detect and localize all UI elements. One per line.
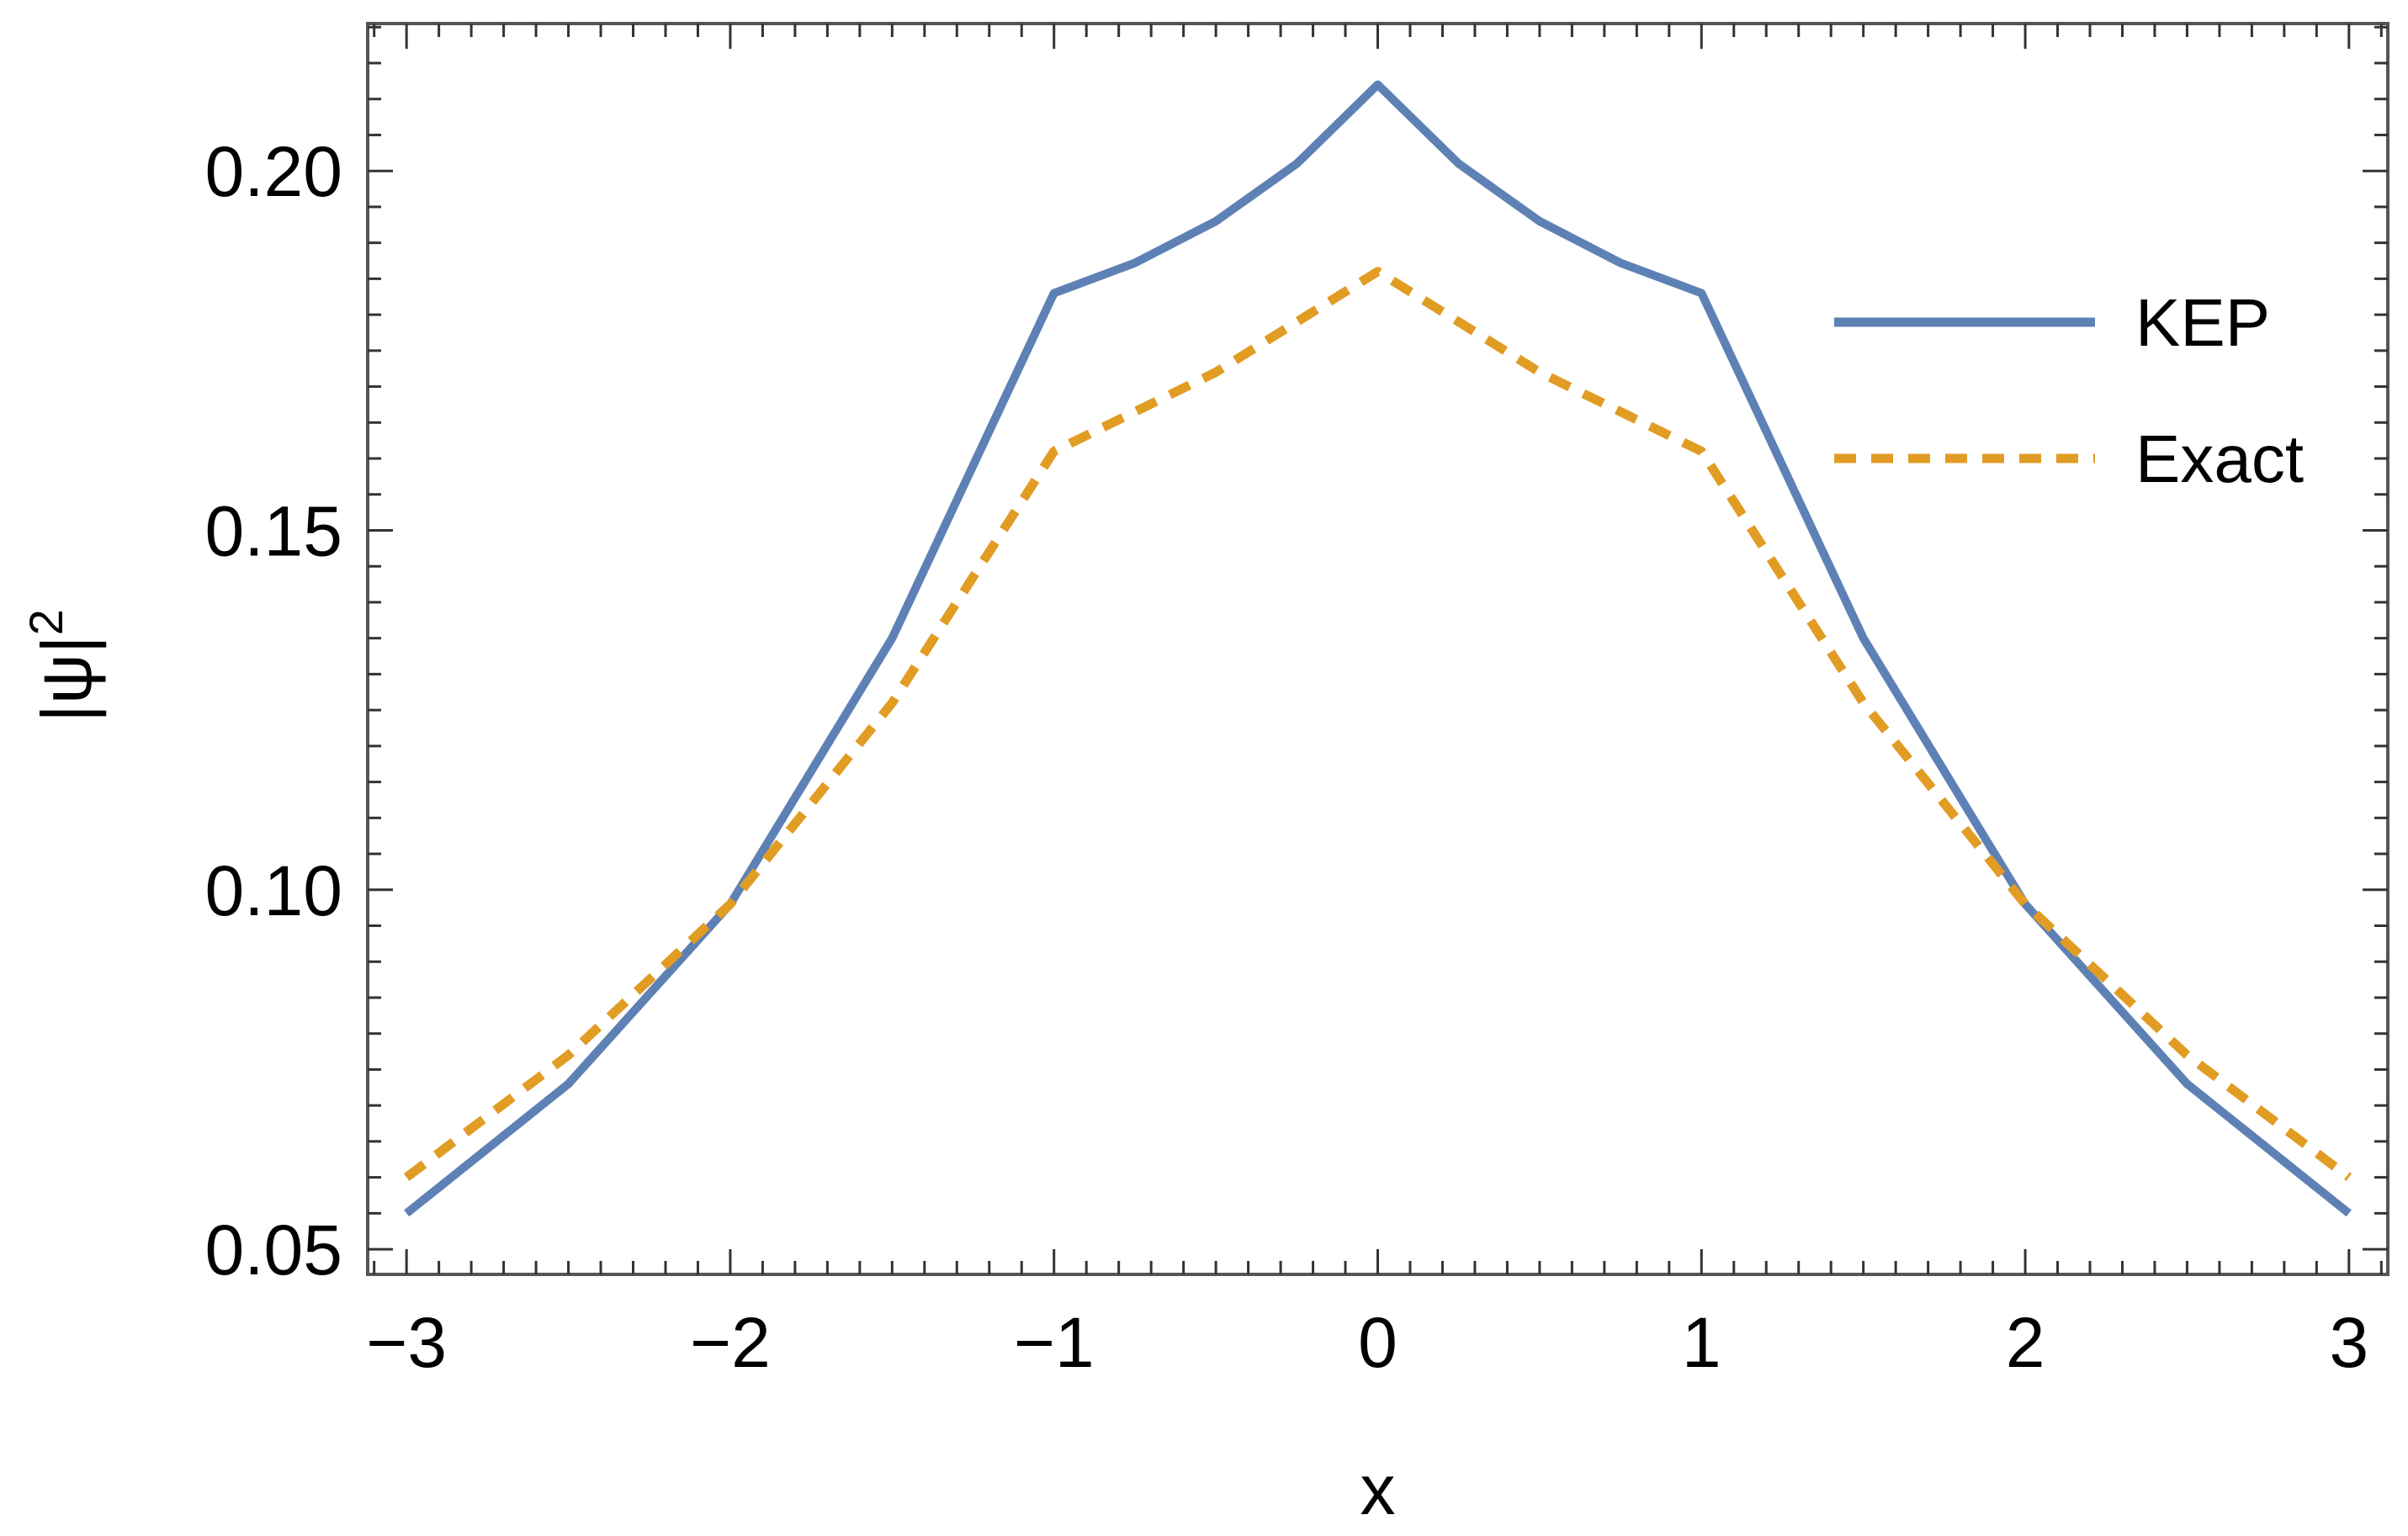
x-tick-label: −1	[1014, 1303, 1095, 1382]
x-tick-label: 1	[1682, 1303, 1721, 1382]
svg-text:|ψ|2: |ψ|2	[19, 609, 106, 723]
y-axis-label-main: |ψ|	[27, 635, 106, 723]
legend-label-kep: KEP	[2135, 285, 2270, 360]
x-tick-label: −2	[690, 1303, 771, 1382]
x-tick-label: 0	[1358, 1303, 1398, 1382]
x-tick-label: −3	[366, 1303, 447, 1382]
y-axis-label-superscript: 2	[19, 609, 72, 635]
x-axis-label: x	[1360, 1450, 1396, 1529]
y-tick-label: 0.15	[205, 491, 343, 570]
x-tick-label: 2	[2006, 1303, 2045, 1382]
series-line-exact	[403, 267, 2352, 1181]
y-tick-label: 0.05	[205, 1210, 343, 1290]
plot-frame	[366, 22, 2389, 1276]
legend: KEP Exact	[1834, 285, 2304, 496]
series-line-kep	[404, 80, 2352, 1217]
x-tick-label: 3	[2329, 1303, 2368, 1382]
legend-label-exact: Exact	[2135, 421, 2304, 496]
y-tick-label: 0.20	[205, 132, 343, 211]
tick-labels: −3 −2 −1 0 1 2 3 0.05 0.10 0.15 0.20	[205, 132, 2369, 1382]
series-layer	[403, 80, 2352, 1217]
y-axis-label: |ψ|2	[19, 609, 106, 723]
y-tick-label: 0.10	[205, 851, 343, 930]
ticks	[368, 24, 2388, 1274]
